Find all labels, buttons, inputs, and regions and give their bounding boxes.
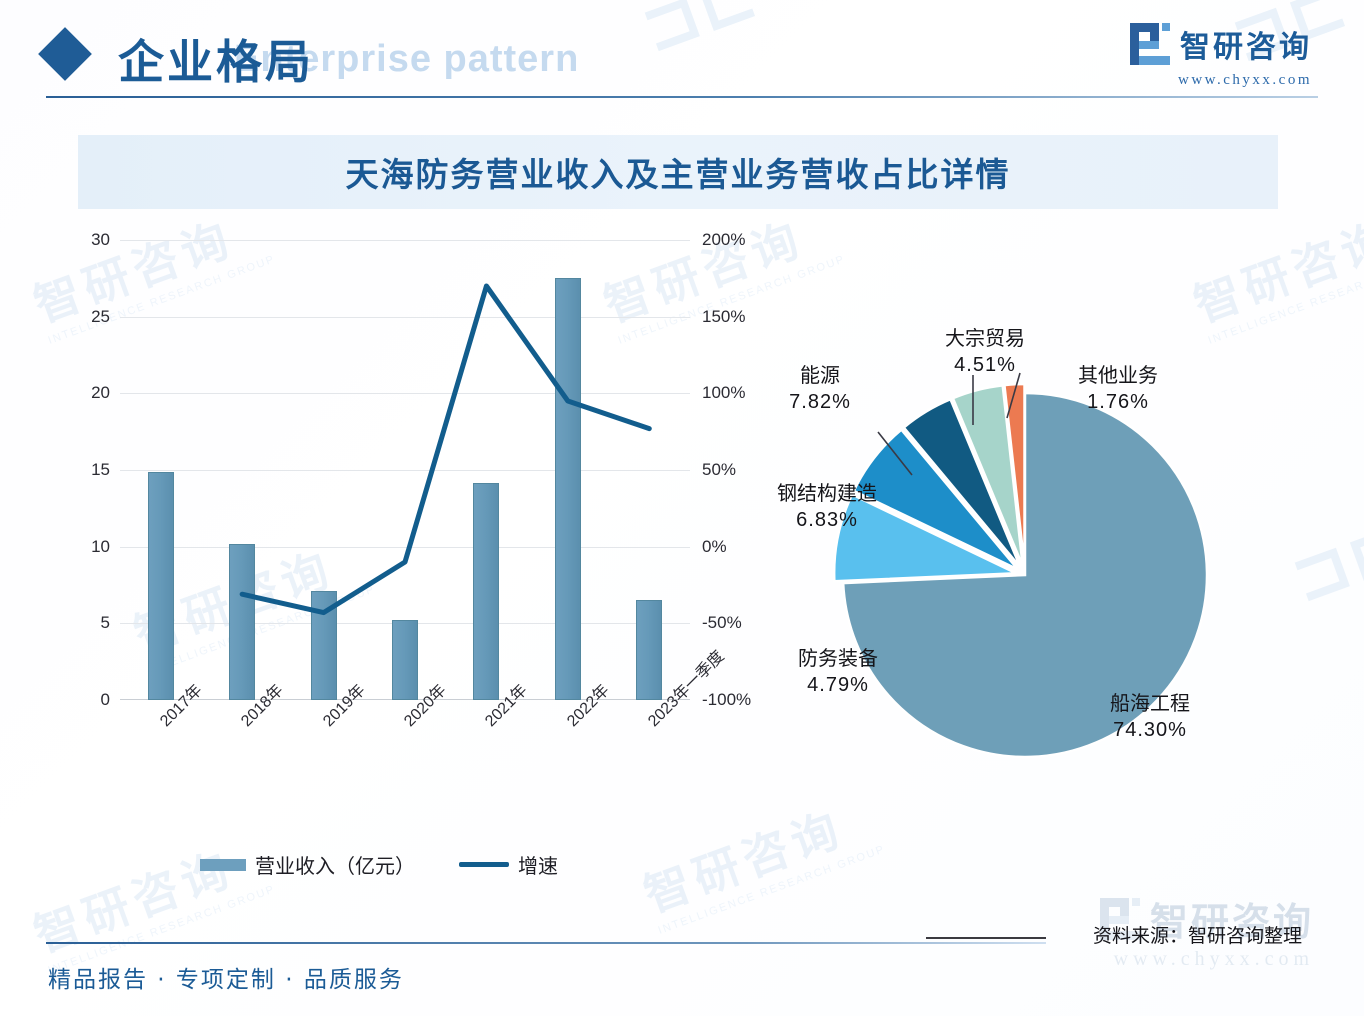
brand-name: 智研咨询 <box>1180 30 1312 65</box>
y-axis-tick: 25 <box>91 306 110 326</box>
legend-label: 营业收入（亿元） <box>255 854 415 878</box>
header-divider <box>46 96 1318 98</box>
pie-label-defense: 防务装备 4.79% <box>798 646 878 696</box>
y2-axis-tick: 50% <box>702 460 737 479</box>
header-title-en: Enterprise pattern <box>234 38 580 80</box>
brand-url: www.chyxx.com <box>1113 948 1314 970</box>
growth-line-series <box>239 283 652 616</box>
gridline <box>120 470 690 471</box>
pie-slice <box>832 492 1017 583</box>
y-axis-tick: 10 <box>91 536 110 556</box>
footer-watermark-logo: 智研咨询 www.chyxx.com <box>1099 891 1314 971</box>
combo-chart: 0 5 10 15 20 25 30 -100% -50% 0% 50% 100… <box>60 225 760 905</box>
chyxx-logo-icon <box>1099 897 1140 940</box>
pie-slice <box>841 391 1209 759</box>
chart-legend: 营业收入（亿元） 增速 <box>200 850 558 879</box>
gridline <box>120 240 690 241</box>
y-axis-tick: 15 <box>91 460 110 479</box>
combo-plot-area: 0 5 10 15 20 25 30 -100% -50% 0% 50% 100… <box>91 230 751 730</box>
y2-axis-tick: 200% <box>702 230 746 249</box>
gridline <box>120 393 690 395</box>
pie-label-other: 其他业务 1.76% <box>1078 363 1158 413</box>
legend-swatch-line <box>459 862 509 867</box>
y2-axis-tick: -50% <box>702 613 742 633</box>
pie-label-trade: 大宗贸易 4.51% <box>945 326 1025 376</box>
y-axis-tick: 20 <box>91 383 110 403</box>
bar <box>229 543 256 700</box>
page-title: 企业格局 <box>118 35 314 89</box>
y2-axis-tick: 150% <box>702 306 746 326</box>
source-rule <box>926 937 1046 939</box>
brand-url: www.chyxx.com <box>1177 72 1312 88</box>
slide-header: Enterprise pattern 企业格局 智研咨询 www.chyxx.c… <box>0 0 1364 112</box>
legend-item-growth: 增速 <box>459 850 558 879</box>
chyxx-logo-icon <box>1130 23 1170 65</box>
brand-logo: 智研咨询 www.chyxx.com <box>1130 22 1312 89</box>
pie-chart: 能源 7.82% 大宗贸易 4.51% 其他业务 1.76% 钢结构建造 6.8… <box>770 300 1330 860</box>
chart-title: 天海防务营业收入及主营业务营收占比详情 <box>345 155 1011 194</box>
bar <box>554 278 581 700</box>
gridline <box>120 546 690 548</box>
footer-slogan: 精品报告 · 专项定制 · 品质服务 <box>48 967 404 993</box>
pie-label-steel: 钢结构建造 6.83% <box>777 481 877 531</box>
gridline <box>120 316 690 318</box>
bar <box>636 600 663 700</box>
legend-item-revenue: 营业收入（亿元） <box>200 850 415 879</box>
y-axis-tick: 30 <box>91 230 110 249</box>
y2-axis-tick: 100% <box>702 383 746 403</box>
source-note: 资料来源：智研咨询整理 <box>1092 925 1302 947</box>
chart-title-band: 天海防务营业收入及主营业务营收占比详情 <box>78 135 1278 209</box>
y2-axis-tick: -100% <box>702 690 752 709</box>
legend-label: 增速 <box>518 854 558 878</box>
y-axis-tick: 0 <box>100 690 110 709</box>
y2-axis-tick: 0% <box>702 536 727 556</box>
pie-slice <box>902 397 1022 569</box>
bar <box>147 472 174 700</box>
bar <box>473 483 500 700</box>
footer-divider <box>46 942 1046 944</box>
y-axis-tick: 5 <box>100 613 110 633</box>
pie-slice <box>951 384 1024 567</box>
legend-swatch-bar <box>200 858 246 871</box>
diamond-icon <box>38 27 92 81</box>
pie-label-energy: 能源 7.82% <box>789 363 851 413</box>
pie-label-marine: 船海工程 74.30% <box>1110 691 1190 741</box>
brand-name: 智研咨询 <box>1149 900 1314 944</box>
bar <box>392 620 418 700</box>
